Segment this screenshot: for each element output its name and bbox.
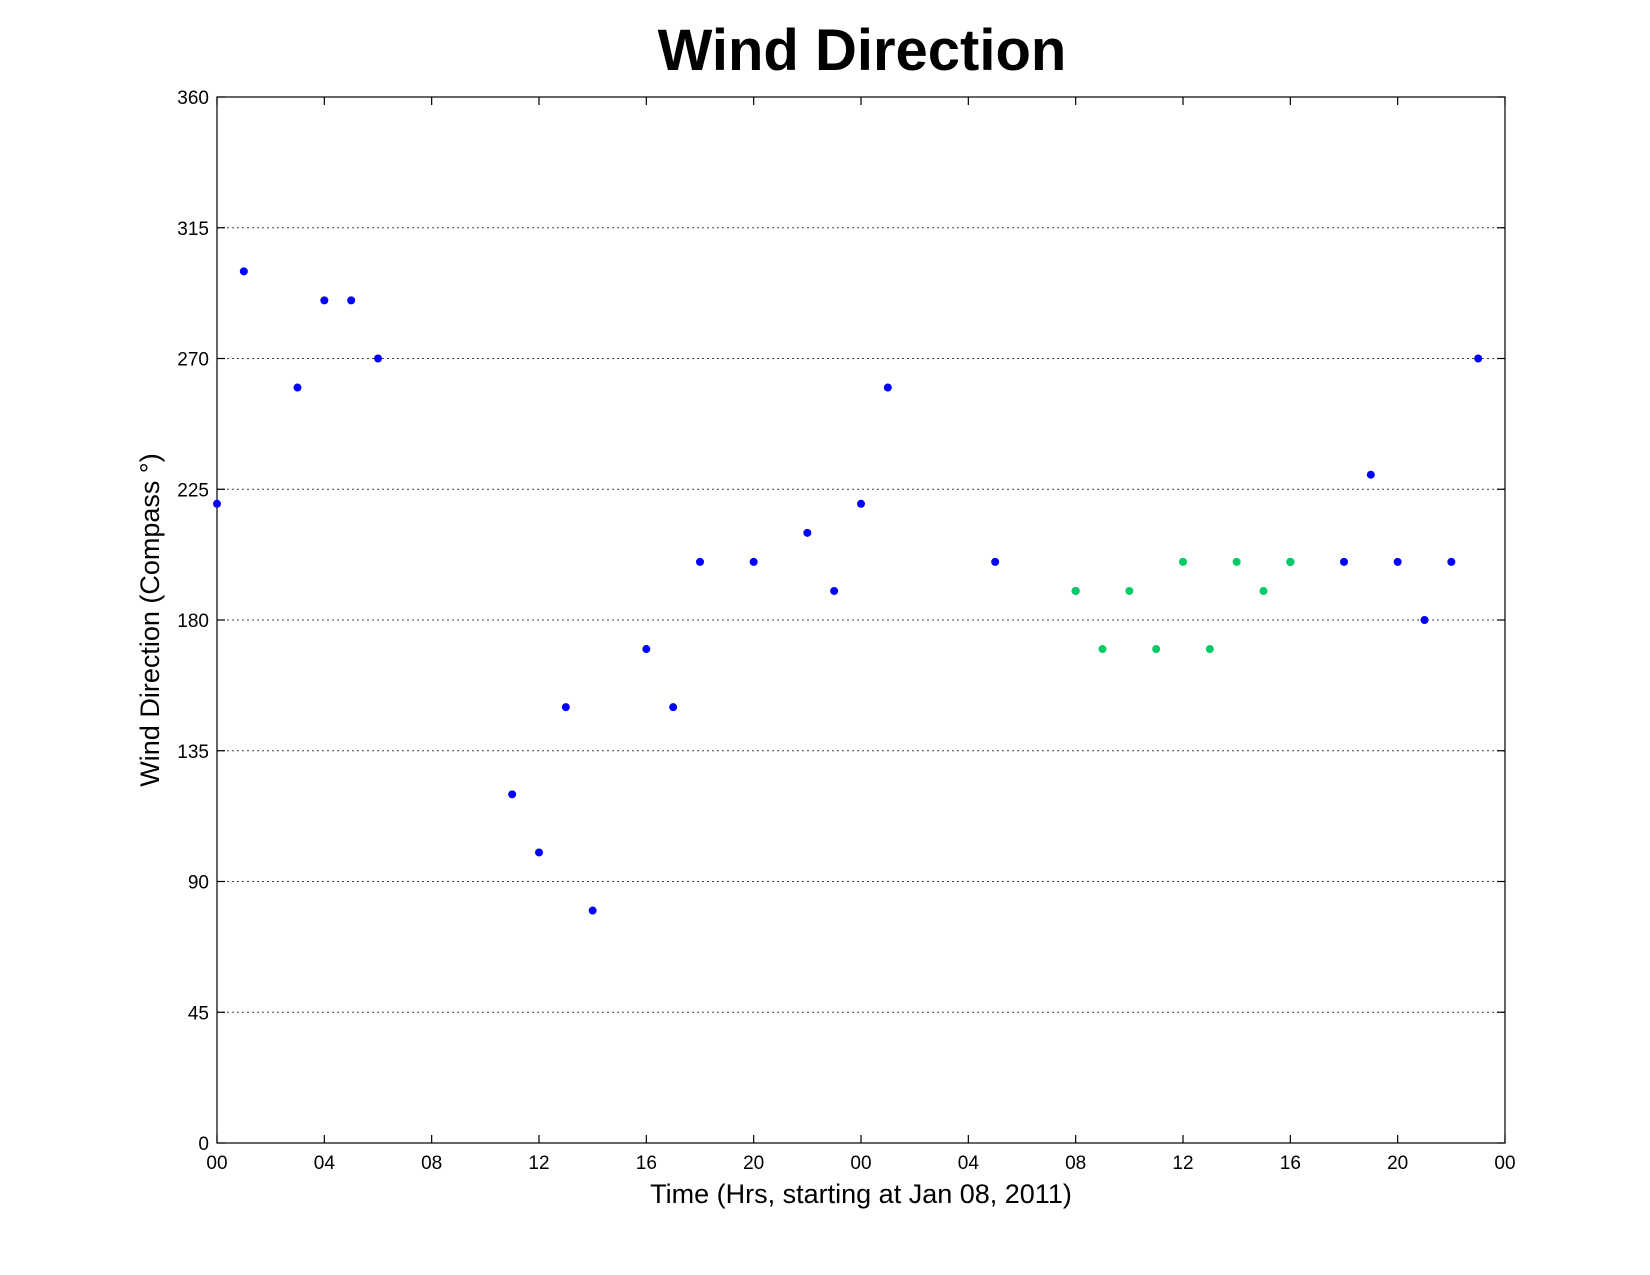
data-point (1393, 557, 1402, 566)
data-point (535, 848, 543, 857)
data-point (1474, 354, 1483, 363)
x-tick-label: 20 (1387, 1153, 1408, 1174)
data-point (857, 499, 865, 508)
data-point (669, 703, 678, 712)
x-tick-label: 08 (421, 1153, 442, 1174)
y-tick-label: 270 (177, 350, 209, 371)
y-tick-label: 90 (188, 873, 209, 894)
axis-ticks (216, 96, 1506, 1144)
data-point (588, 906, 597, 915)
data-point (1071, 586, 1080, 595)
data-point (1205, 645, 1214, 654)
data-point (374, 354, 382, 363)
data-point (213, 499, 221, 508)
y-tick-label: 180 (177, 611, 209, 632)
data-point (803, 528, 812, 537)
y-tick-label: 225 (177, 480, 209, 501)
x-tick-label: 00 (206, 1153, 227, 1174)
data-points (213, 267, 1483, 915)
x-tick-label: 12 (1172, 1153, 1193, 1174)
x-tick-label: 16 (1280, 1153, 1301, 1174)
x-tick-label: 04 (314, 1153, 336, 1174)
chart-title: Wind Direction (658, 18, 1067, 83)
x-tick-label: 20 (743, 1153, 764, 1174)
x-tick-label: 12 (528, 1153, 549, 1174)
data-point (293, 383, 302, 392)
x-tick-label: 08 (1065, 1153, 1086, 1174)
plot-frame (216, 96, 1506, 1144)
data-point (1232, 557, 1241, 566)
y-tick-labels: 0 45 90 135 180 225 270 315 360 (177, 88, 209, 1155)
data-point (320, 296, 329, 305)
y-tick-label: 135 (177, 742, 209, 763)
x-tick-label: 04 (958, 1153, 980, 1174)
y-tick-label: 360 (177, 88, 209, 109)
data-point (1420, 616, 1429, 624)
data-point (883, 383, 892, 392)
x-tick-label: 00 (1494, 1153, 1515, 1174)
x-tick-labels: 00 04 08 12 16 20 00 04 08 12 16 20 00 (206, 1153, 1515, 1174)
data-point (347, 296, 356, 305)
data-point (1366, 470, 1375, 479)
data-point (1286, 557, 1295, 566)
data-point (696, 557, 704, 566)
y-tick-label: 0 (198, 1134, 209, 1155)
data-point (1098, 645, 1107, 654)
data-point (1447, 557, 1456, 566)
data-point (561, 703, 570, 712)
data-point (1125, 586, 1134, 595)
data-point (830, 586, 839, 595)
data-point (991, 557, 1000, 566)
y-tick-label: 45 (188, 1003, 209, 1024)
y-gridlines (217, 227, 1505, 1013)
data-point (239, 267, 248, 276)
data-point (642, 645, 651, 654)
data-point (508, 790, 517, 799)
data-point (1179, 557, 1187, 566)
x-tick-label: 16 (636, 1153, 657, 1174)
data-point (1259, 586, 1268, 595)
y-axis-label: Wind Direction (Compass °) (135, 453, 165, 786)
x-axis-label: Time (Hrs, starting at Jan 08, 2011) (650, 1179, 1072, 1209)
data-point (1340, 557, 1348, 566)
data-point (749, 557, 758, 566)
y-tick-label: 315 (177, 219, 209, 240)
data-point (1152, 645, 1161, 654)
x-tick-label: 00 (850, 1153, 871, 1174)
